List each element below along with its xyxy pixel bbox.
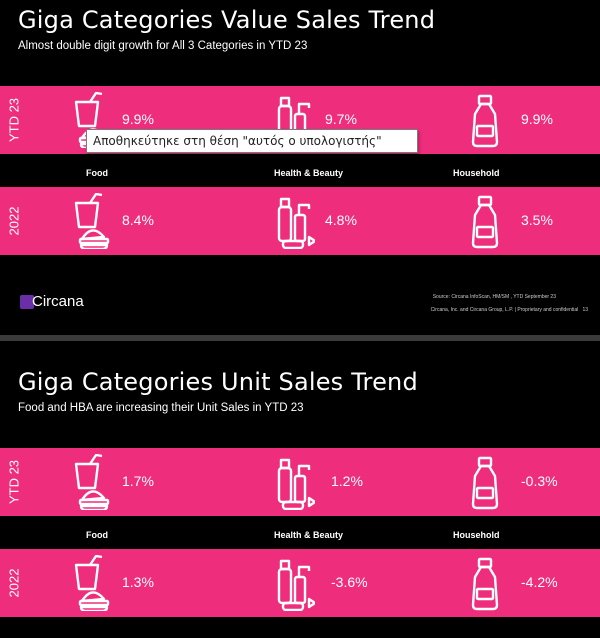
category-labels: Food Health & Beauty Household — [0, 530, 600, 544]
page-number: 13 — [582, 307, 588, 313]
category-food: Food — [86, 168, 108, 178]
category-food: Food — [86, 530, 108, 540]
slide-divider — [0, 335, 600, 341]
health-beauty-value: 4.8% — [325, 212, 357, 228]
category-household: Household — [453, 530, 500, 540]
food-value: 1.3% — [122, 574, 154, 590]
health-beauty-bottles-icon — [277, 458, 315, 510]
slide-value-sales: Giga Categories Value Sales Trend Almost… — [0, 6, 600, 313]
food-burger-drink-icon — [74, 193, 110, 249]
household-value: 9.9% — [521, 111, 553, 127]
household-value: -0.3% — [521, 473, 558, 489]
health-beauty-bottles-icon — [277, 559, 315, 611]
band-2022: 2022 8.4% 4.8% — [0, 187, 600, 255]
slide-subtitle: Almost double digit growth for All 3 Cat… — [18, 40, 308, 52]
slide-title: Giga Categories Unit Sales Trend — [18, 368, 418, 396]
food-burger-drink-icon — [74, 454, 110, 510]
household-detergent-bottle-icon — [471, 195, 499, 249]
source-note: Source: Circana InfoScan, HM/SM , YTD Se… — [432, 294, 556, 300]
household-detergent-bottle-icon — [471, 94, 499, 148]
household-value: -4.2% — [521, 574, 558, 590]
health-beauty-value: 9.7% — [325, 111, 357, 127]
food-burger-drink-icon — [74, 555, 110, 611]
food-value: 8.4% — [122, 212, 154, 228]
health-beauty-value: -3.6% — [331, 574, 368, 590]
category-health-beauty: Health & Beauty — [274, 530, 344, 540]
band-ytd23: YTD 23 1.7% 1.2% — [0, 448, 600, 516]
band-label: 2022 — [6, 206, 22, 236]
category-health-beauty: Health & Beauty — [274, 168, 344, 178]
slide-title: Giga Categories Value Sales Trend — [18, 6, 436, 34]
household-value: 3.5% — [521, 212, 553, 228]
health-beauty-value: 1.2% — [331, 473, 363, 489]
category-labels: Food Health & Beauty Household — [0, 168, 600, 182]
food-value: 9.9% — [122, 111, 154, 127]
food-value: 1.7% — [122, 473, 154, 489]
household-detergent-bottle-icon — [471, 557, 499, 611]
band-label: 2022 — [6, 568, 22, 598]
band-label: YTD 23 — [6, 97, 22, 143]
legal-note: Circana, Inc. and Circana Group, L.P. | … — [430, 307, 588, 313]
household-detergent-bottle-icon — [471, 456, 499, 510]
slide-subtitle: Food and HBA are increasing their Unit S… — [18, 402, 304, 414]
logo-mark-icon — [20, 295, 34, 309]
slide-unit-sales: Giga Categories Unit Sales Trend Food an… — [0, 341, 600, 638]
save-location-tooltip: Αποθηκεύτηκε στη θέση "αυτός ο υπολογιστ… — [86, 129, 418, 153]
circana-logo: Circana — [20, 293, 100, 313]
band-2022: 2022 1.3% -3.6% — [0, 549, 600, 617]
category-household: Household — [453, 168, 500, 178]
band-label: YTD 23 — [6, 459, 22, 505]
health-beauty-bottles-icon — [277, 197, 315, 249]
